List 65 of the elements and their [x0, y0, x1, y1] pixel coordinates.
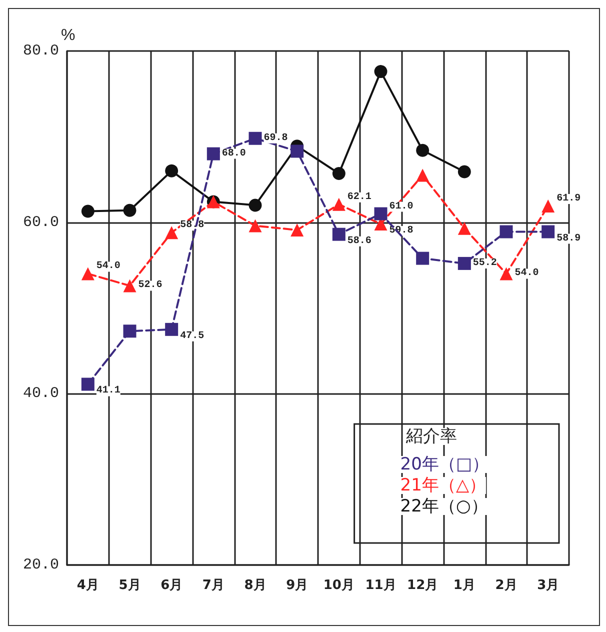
x-tick-label: 10月	[323, 578, 354, 593]
data-label: 54.0	[514, 268, 539, 280]
x-tick-label: 8月	[244, 578, 266, 593]
x-tick-label: 11月	[365, 578, 396, 593]
point	[416, 252, 430, 265]
data-label: 69.8	[264, 132, 288, 144]
point	[81, 204, 94, 218]
point	[290, 144, 304, 158]
point	[248, 219, 262, 232]
point	[81, 267, 94, 280]
point	[165, 164, 178, 178]
x-tick-label: 6月	[160, 578, 183, 593]
data-label: 55.2	[472, 258, 497, 269]
point	[416, 168, 430, 182]
x-tick-label: 12月	[407, 578, 438, 593]
x-tick-label: 5月	[118, 578, 141, 593]
text: 21年（△）	[400, 476, 486, 496]
x-tick-label: 4月	[76, 578, 99, 593]
point	[123, 204, 136, 217]
point	[542, 200, 555, 213]
point	[458, 165, 471, 178]
data-label: 61.9	[556, 194, 581, 205]
x-tick-label: 3月	[537, 578, 560, 593]
y-tick-label: 20.0	[22, 556, 59, 574]
point	[542, 225, 555, 238]
point	[123, 324, 136, 338]
point	[165, 322, 178, 336]
point	[374, 207, 388, 220]
legend-title: 紹介率	[405, 426, 457, 446]
data-label: 58.9	[556, 233, 581, 244]
y-tick-label: 80.0	[22, 42, 59, 60]
point	[500, 225, 513, 238]
point	[332, 167, 346, 180]
point	[416, 144, 430, 157]
text: 22年（○）	[400, 496, 488, 516]
data-label: 58.6	[347, 236, 372, 247]
point	[248, 132, 262, 145]
data-label: 62.1	[347, 192, 372, 203]
point	[458, 222, 471, 235]
point	[206, 147, 220, 160]
data-label: 68.0	[222, 148, 246, 160]
x-tick-label: 7月	[202, 578, 224, 593]
x-tick-label: 1月	[453, 578, 476, 593]
point	[332, 198, 346, 211]
data-label: 54.0	[96, 261, 120, 272]
data-label: 61.0	[389, 201, 414, 212]
point	[374, 65, 388, 78]
point	[165, 226, 178, 240]
y-axis-title: %	[61, 27, 76, 44]
x-tick-label: 9月	[286, 578, 308, 593]
data-label: 58.8	[180, 220, 204, 232]
point	[332, 228, 346, 241]
y-tick-label: 60.0	[22, 214, 59, 231]
point	[458, 256, 471, 270]
data-label: 41.1	[96, 386, 120, 397]
point	[123, 279, 136, 292]
text: 20年（□）	[400, 454, 490, 474]
point	[81, 378, 94, 391]
data-label: 47.5	[180, 330, 204, 342]
x-tick-label: 2月	[495, 578, 518, 593]
data-label: 52.6	[138, 280, 162, 292]
point	[248, 198, 262, 212]
point	[500, 267, 513, 280]
point	[290, 224, 304, 237]
y-tick-label: 40.0	[22, 385, 59, 402]
